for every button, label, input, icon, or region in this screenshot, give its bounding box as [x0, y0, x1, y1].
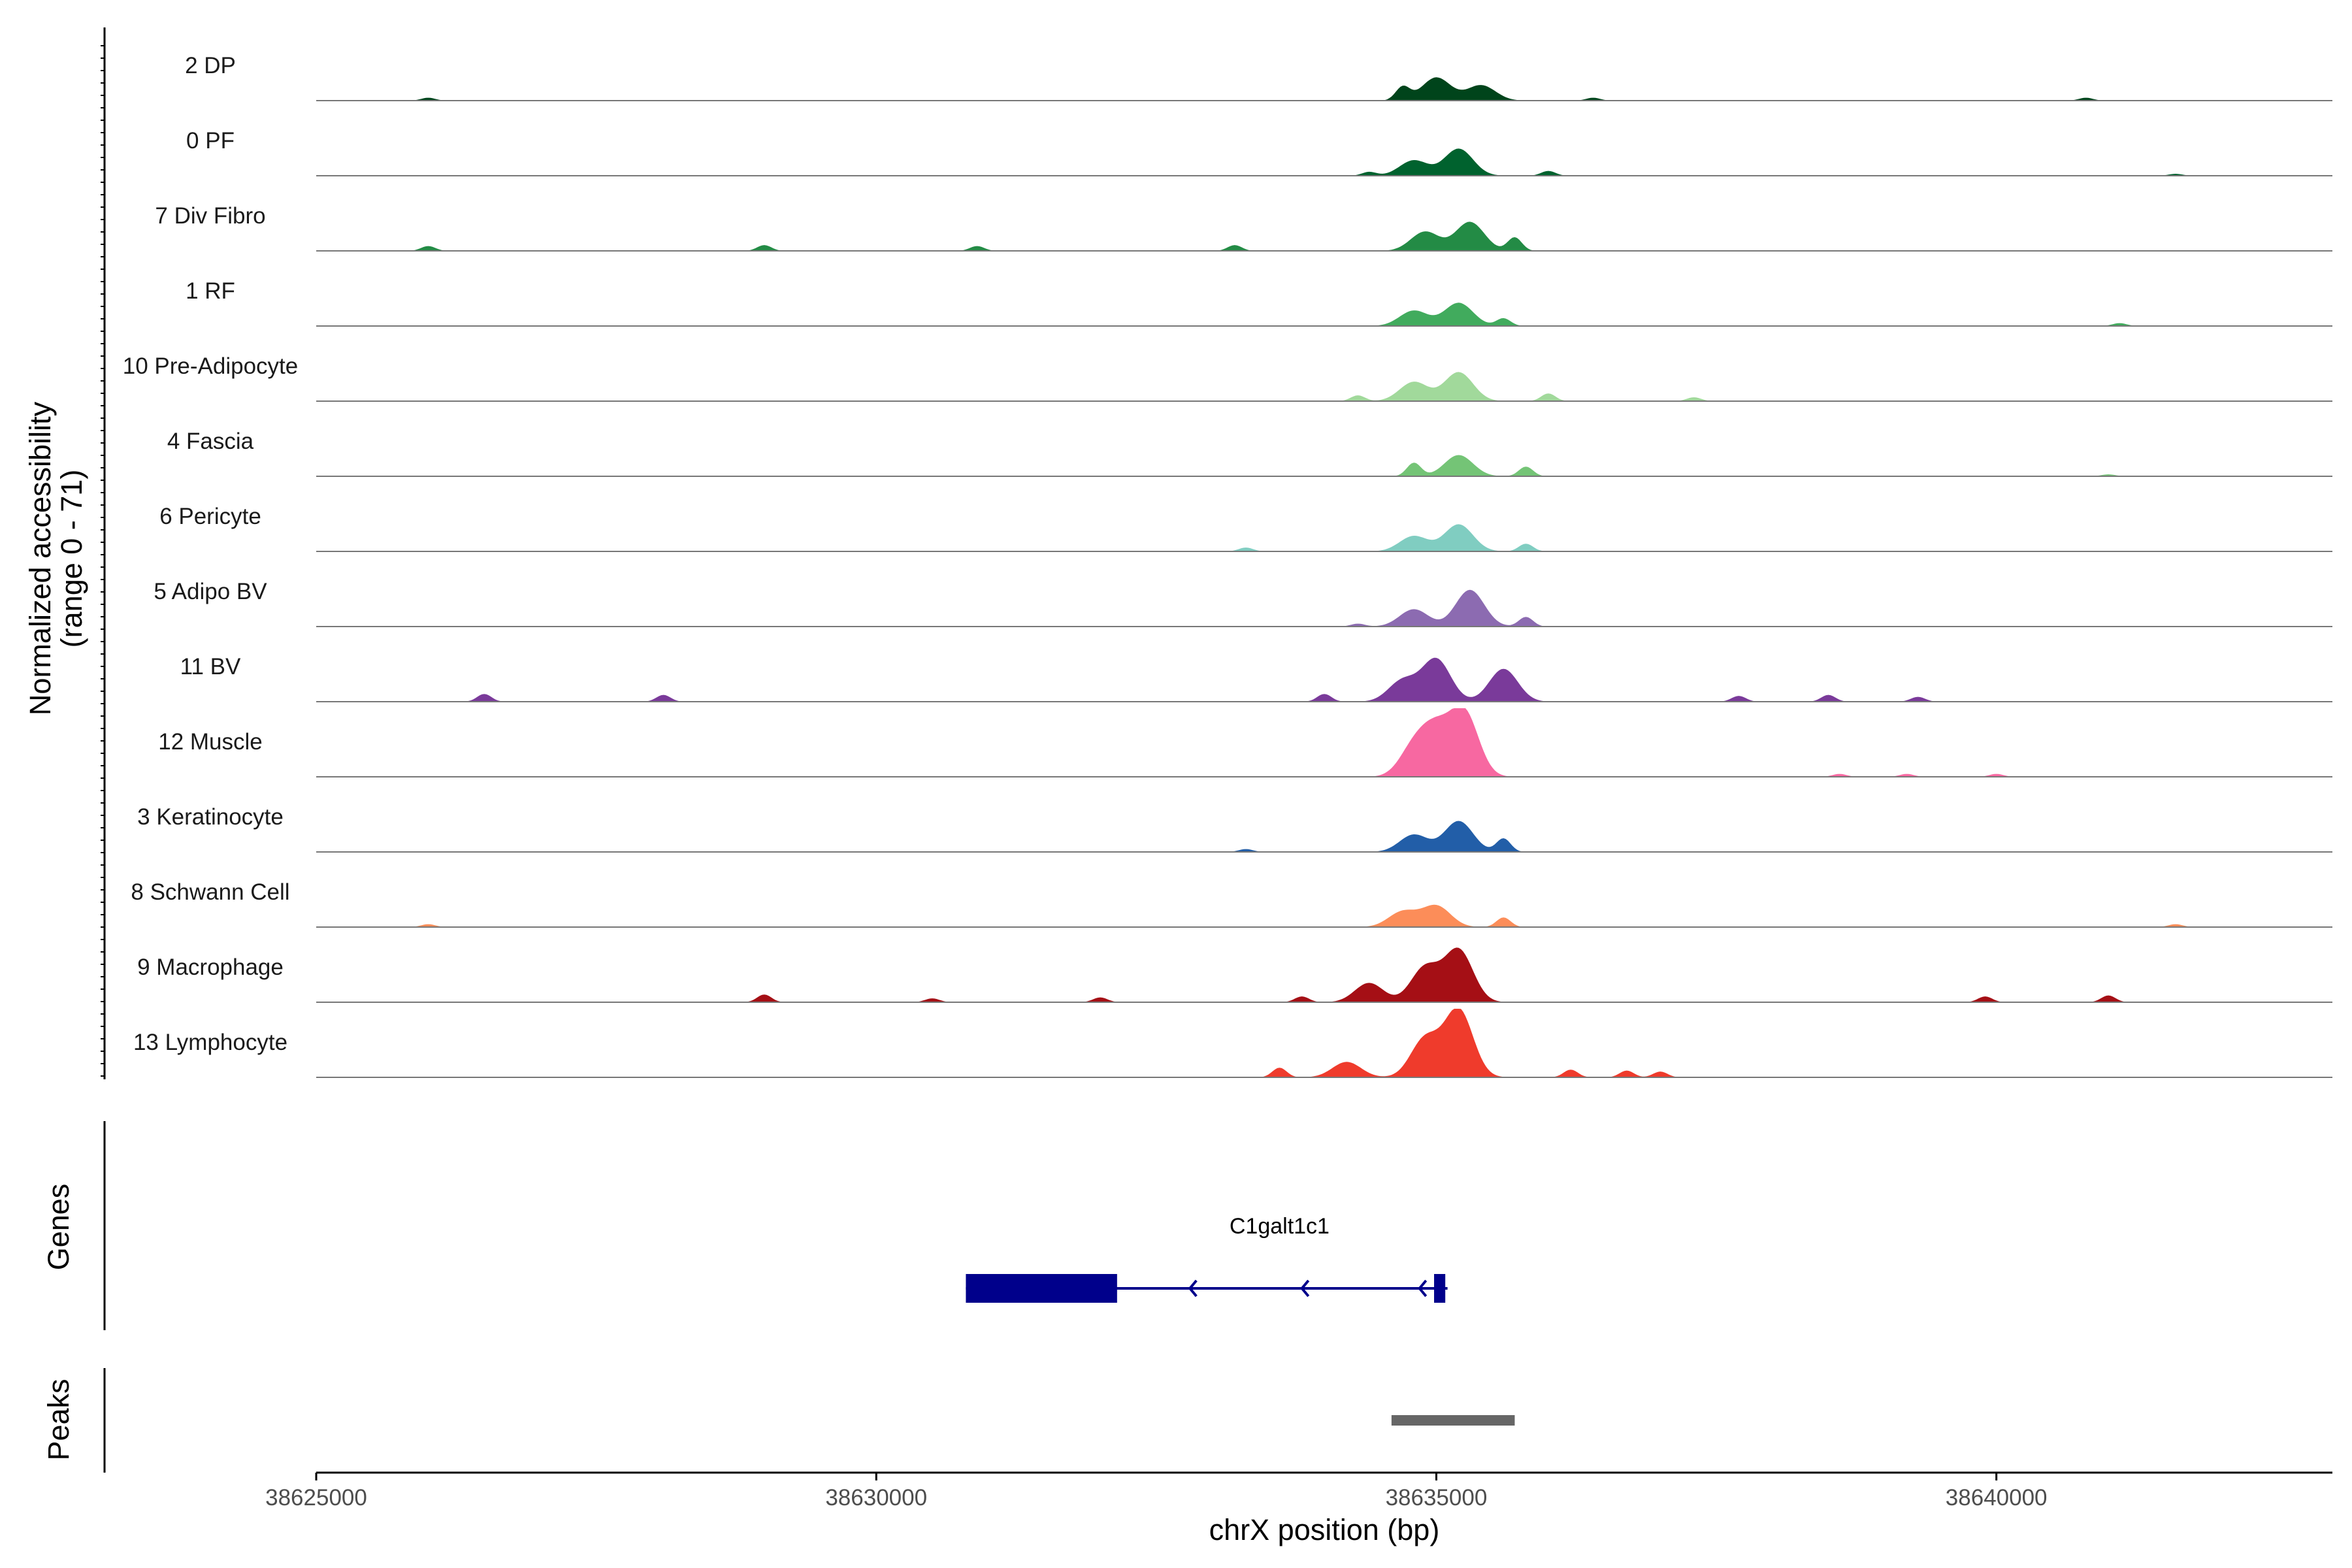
coverage-track: 0 PF — [186, 128, 2332, 176]
coverage-track: 9 Macrophage — [137, 947, 2332, 1003]
strand-arrow — [1418, 1279, 1428, 1298]
track-label: 7 Div Fibro — [155, 203, 265, 229]
track-label: 11 BV — [180, 654, 241, 679]
coverage-track: 4 Fascia — [167, 429, 2332, 477]
coverage-track: 8 Schwann Cell — [131, 879, 2332, 928]
x-tick-label: 38635000 — [1386, 1485, 1488, 1511]
coverage-track: 7 Div Fibro — [155, 203, 2332, 252]
gene-exon — [1434, 1274, 1446, 1303]
track-label: 12 Muscle — [158, 729, 263, 755]
coverage-track: 6 Pericyte — [159, 504, 2332, 552]
gene-track: C1galt1c1 — [103, 1121, 1448, 1330]
coverage-track: 11 BV — [180, 654, 2332, 702]
coverage-track: 12 Muscle — [158, 708, 2332, 777]
peaks-axis-title: Peaks — [42, 1379, 75, 1460]
track-label: 1 RF — [186, 278, 235, 304]
coverage-track: 1 RF — [186, 278, 2332, 327]
track-label: 10 Pre-Adipocyte — [123, 353, 298, 379]
y-axis-title-line2: (range 0 - 71) — [55, 470, 88, 648]
x-tick-label: 38630000 — [825, 1485, 927, 1511]
gene-exon — [966, 1274, 1117, 1303]
strand-arrow — [1188, 1279, 1198, 1298]
track-label: 4 Fascia — [167, 429, 254, 454]
x-tick-label: 38640000 — [1946, 1485, 2048, 1511]
track-label: 5 Adipo BV — [154, 579, 267, 604]
y-axis-title-line1: Normalized accessibility — [24, 401, 57, 715]
track-label: 9 Macrophage — [137, 955, 284, 980]
coverage-tracks: 2 DP 0 PF 7 Div Fibro 1 RF 10 Pre-Adipocyte 4… — [101, 27, 2332, 1079]
coverage-track: 3 Keratinocyte — [137, 804, 2332, 853]
coverage-track: 2 DP — [185, 53, 2332, 101]
strand-arrow — [1300, 1279, 1310, 1298]
track-label: 0 PF — [186, 128, 235, 154]
coverage-track: 5 Adipo BV — [154, 579, 2332, 627]
x-axis-title: chrX position (bp) — [1209, 1513, 1440, 1546]
x-axis: 38625000 38630000 38635000 38640000 — [265, 1471, 2332, 1511]
track-label: 3 Keratinocyte — [137, 804, 284, 830]
gene-name-label: C1galt1c1 — [1230, 1214, 1330, 1239]
x-tick-label: 38625000 — [265, 1485, 367, 1511]
track-label: 6 Pericyte — [159, 504, 261, 529]
genes-axis-title: Genes — [42, 1184, 75, 1271]
track-label: 2 DP — [185, 53, 236, 78]
coverage-track: 13 Lymphocyte — [133, 1009, 2332, 1078]
peak-region — [1391, 1415, 1515, 1426]
track-label: 8 Schwann Cell — [131, 879, 289, 905]
coverage-track: 10 Pre-Adipocyte — [123, 353, 2332, 402]
peaks-track — [103, 1368, 1515, 1473]
track-label: 13 Lymphocyte — [133, 1030, 287, 1055]
